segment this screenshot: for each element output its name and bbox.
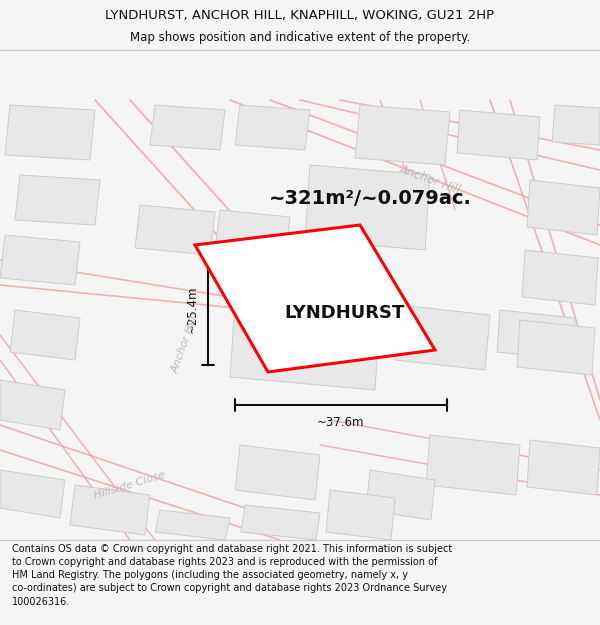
Polygon shape (366, 470, 435, 520)
Polygon shape (497, 310, 575, 360)
Polygon shape (15, 175, 100, 225)
Text: Contains OS data © Crown copyright and database right 2021. This information is : Contains OS data © Crown copyright and d… (12, 544, 452, 606)
Polygon shape (522, 250, 598, 305)
Polygon shape (395, 305, 490, 370)
Polygon shape (305, 165, 430, 250)
Text: ~25.4m: ~25.4m (185, 285, 199, 332)
Text: Hillside Close: Hillside Close (93, 469, 167, 501)
Polygon shape (150, 105, 225, 150)
Polygon shape (527, 180, 600, 235)
Polygon shape (230, 305, 380, 390)
Text: LYNDHURST: LYNDHURST (284, 304, 404, 322)
Polygon shape (10, 310, 80, 360)
Text: Anchor Hill: Anchor Hill (170, 315, 200, 375)
Text: LYNDHURST, ANCHOR HILL, KNAPHILL, WOKING, GU21 2HP: LYNDHURST, ANCHOR HILL, KNAPHILL, WOKING… (106, 9, 494, 21)
Polygon shape (527, 440, 600, 495)
Polygon shape (355, 105, 450, 165)
Polygon shape (5, 105, 95, 160)
Polygon shape (517, 320, 595, 375)
Polygon shape (552, 105, 600, 145)
Text: ~321m²/~0.079ac.: ~321m²/~0.079ac. (269, 189, 472, 208)
Polygon shape (0, 470, 65, 518)
Polygon shape (235, 445, 320, 500)
Polygon shape (326, 490, 395, 540)
Polygon shape (426, 435, 520, 495)
Polygon shape (135, 205, 215, 255)
Polygon shape (235, 105, 310, 150)
Text: Map shows position and indicative extent of the property.: Map shows position and indicative extent… (130, 31, 470, 44)
Text: ~37.6m: ~37.6m (317, 416, 365, 429)
Polygon shape (0, 235, 80, 285)
Polygon shape (457, 110, 540, 160)
Polygon shape (241, 505, 320, 540)
Polygon shape (0, 380, 65, 430)
Polygon shape (195, 225, 435, 372)
Text: Anchor Hill: Anchor Hill (398, 163, 462, 197)
Polygon shape (155, 510, 230, 540)
Polygon shape (70, 485, 150, 535)
Polygon shape (215, 210, 290, 257)
